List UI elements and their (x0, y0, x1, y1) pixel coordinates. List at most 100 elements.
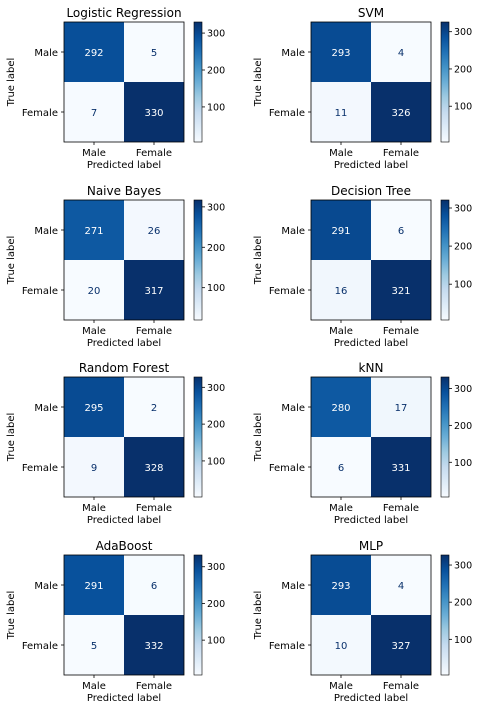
colorbar-tick-label: 300 (207, 29, 225, 40)
y-tick-label: Female (269, 463, 305, 474)
confusion-matrix-5: Random Forest 295 2 9 328 Male Female Male Femal… (6, 361, 225, 526)
y-tick-label: Female (269, 641, 305, 652)
colorbar-tick-label: 200 (207, 599, 225, 610)
y-tick-label: Male (281, 226, 305, 237)
colorbar (441, 200, 449, 320)
y-axis-label: True label (6, 58, 17, 108)
chart-title: Logistic Regression (66, 6, 181, 20)
y-tick-label: Female (22, 108, 58, 119)
cell-value-label: 327 (391, 641, 410, 652)
x-tick-label: Female (383, 326, 419, 337)
colorbar-tick-label: 100 (454, 635, 472, 646)
x-axis-label: Predicted label (87, 338, 161, 349)
chart-title: Decision Tree (331, 184, 411, 198)
y-axis-label: True label (6, 413, 17, 463)
y-tick-label: Female (269, 108, 305, 119)
cell-value-label: 295 (84, 403, 103, 414)
cell-value-label: 5 (151, 48, 157, 59)
colorbar-tick-label: 300 (454, 561, 472, 572)
colorbar-tick-label: 300 (454, 384, 472, 395)
colorbar-tick-label: 100 (454, 280, 472, 291)
x-axis-label: Predicted label (87, 160, 161, 171)
cell-value-label: 4 (398, 581, 404, 592)
colorbar-tick-label: 200 (454, 421, 472, 432)
chart-title: MLP (359, 539, 383, 553)
cell-value-label: 291 (331, 226, 350, 237)
x-tick-label: Female (383, 681, 419, 692)
y-tick-label: Female (22, 463, 58, 474)
colorbar-tick-label: 100 (454, 458, 472, 469)
cell-value-label: 317 (144, 286, 163, 297)
x-axis-label: Predicted label (87, 693, 161, 704)
x-axis-label: Predicted label (334, 338, 408, 349)
cell-value-label: 7 (91, 108, 97, 119)
y-tick-label: Female (22, 641, 58, 652)
cell-value-label: 6 (338, 463, 344, 474)
x-tick-label: Male (82, 148, 106, 159)
cell-value-label: 331 (391, 463, 410, 474)
x-tick-label: Male (329, 681, 353, 692)
cell-value-label: 9 (91, 463, 97, 474)
colorbar-tick-label: 300 (207, 383, 225, 394)
x-tick-label: Female (136, 503, 172, 514)
cell-value-label: 2 (151, 403, 157, 414)
cell-value-label: 292 (84, 48, 103, 59)
colorbar (194, 200, 202, 320)
x-tick-label: Male (329, 148, 353, 159)
cell-value-label: 321 (391, 286, 410, 297)
cell-value-label: 6 (151, 581, 157, 592)
colorbar (441, 22, 449, 142)
chart-title: SVM (358, 6, 384, 20)
cell-value-label: 17 (395, 403, 408, 414)
y-tick-label: Male (281, 403, 305, 414)
y-tick-label: Female (269, 286, 305, 297)
colorbar-tick-label: 300 (207, 202, 225, 213)
cell-value-label: 20 (88, 286, 101, 297)
cell-value-label: 293 (331, 48, 350, 59)
colorbar-tick-label: 200 (454, 64, 472, 75)
y-axis-label: True label (6, 236, 17, 286)
x-axis-label: Predicted label (334, 515, 408, 526)
cell-value-label: 5 (91, 641, 97, 652)
cell-value-label: 330 (144, 108, 163, 119)
confusion-matrix-1: Logistic Regression 292 5 7 330 Male Female Mal… (6, 6, 225, 171)
colorbar-tick-label: 300 (454, 27, 472, 38)
cell-value-label: 326 (391, 108, 410, 119)
colorbar-tick-label: 200 (454, 598, 472, 609)
colorbar (441, 377, 449, 497)
cell-value-label: 332 (144, 641, 163, 652)
colorbar-tick-label: 100 (207, 636, 225, 647)
y-axis-label: True label (6, 591, 17, 641)
confusion-matrix-4: Decision Tree 291 6 16 321 Male Female Male Fema… (253, 184, 472, 349)
y-tick-label: Male (281, 581, 305, 592)
x-tick-label: Male (329, 326, 353, 337)
x-axis-label: Predicted label (87, 515, 161, 526)
x-tick-label: Male (329, 503, 353, 514)
y-tick-label: Male (34, 226, 58, 237)
colorbar-tick-label: 300 (207, 562, 225, 573)
chart-title: kNN (359, 361, 384, 375)
colorbar-tick-label: 200 (207, 243, 225, 254)
y-tick-label: Male (281, 48, 305, 59)
cell-value-label: 291 (84, 581, 103, 592)
cell-value-label: 4 (398, 48, 404, 59)
colorbar-tick-label: 300 (454, 204, 472, 215)
cell-value-label: 11 (335, 108, 348, 119)
confusion-matrix-6: kNN280 176 331Male FemaleMaleFemalePredicte… (253, 361, 472, 526)
colorbar-tick-label: 200 (454, 242, 472, 253)
cell-value-label: 328 (144, 463, 163, 474)
colorbar-tick-label: 100 (207, 102, 225, 113)
y-tick-label: Male (34, 48, 58, 59)
colorbar-tick-label: 200 (207, 66, 225, 77)
x-tick-label: Male (82, 503, 106, 514)
y-axis-label: True label (253, 591, 264, 641)
x-axis-label: Predicted label (334, 160, 408, 171)
colorbar (194, 377, 202, 497)
x-tick-label: Female (136, 148, 172, 159)
colorbar-tick-label: 100 (207, 456, 225, 467)
cell-value-label: 271 (84, 226, 103, 237)
